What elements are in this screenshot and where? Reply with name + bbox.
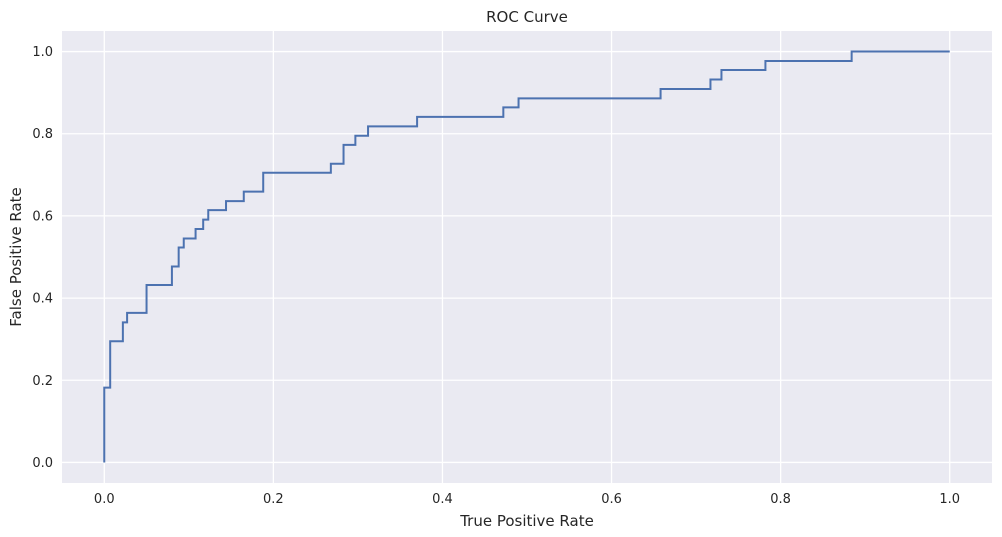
y-tick-label: 0.0 <box>32 456 53 471</box>
chart-title: ROC Curve <box>486 8 568 26</box>
x-tick-label: 0.8 <box>770 492 791 507</box>
tick-layer: 0.0 0.2 0.4 0.6 0.8 1.0 0.0 0.2 0.4 0.6 0.8 1.0 <box>32 45 960 507</box>
grid-layer <box>62 31 992 483</box>
x-tick-label: 0.2 <box>263 492 284 507</box>
y-tick-label: 1.0 <box>32 45 53 60</box>
y-tick-label: 0.4 <box>32 292 53 307</box>
x-tick-label: 0.4 <box>432 492 453 507</box>
y-tick-label: 0.6 <box>32 209 53 224</box>
roc-curve-line <box>103 50 950 463</box>
y-tick-label: 0.8 <box>32 127 53 142</box>
x-tick-label: 0.0 <box>94 492 115 507</box>
series-layer <box>103 50 950 463</box>
x-tick-label: 0.6 <box>601 492 622 507</box>
y-axis-title: False Positive Rate <box>7 187 25 326</box>
y-tick-label: 0.2 <box>32 374 53 389</box>
plot-background <box>62 31 992 483</box>
x-tick-label: 1.0 <box>939 492 960 507</box>
x-axis-title: True Positive Rate <box>459 512 594 530</box>
